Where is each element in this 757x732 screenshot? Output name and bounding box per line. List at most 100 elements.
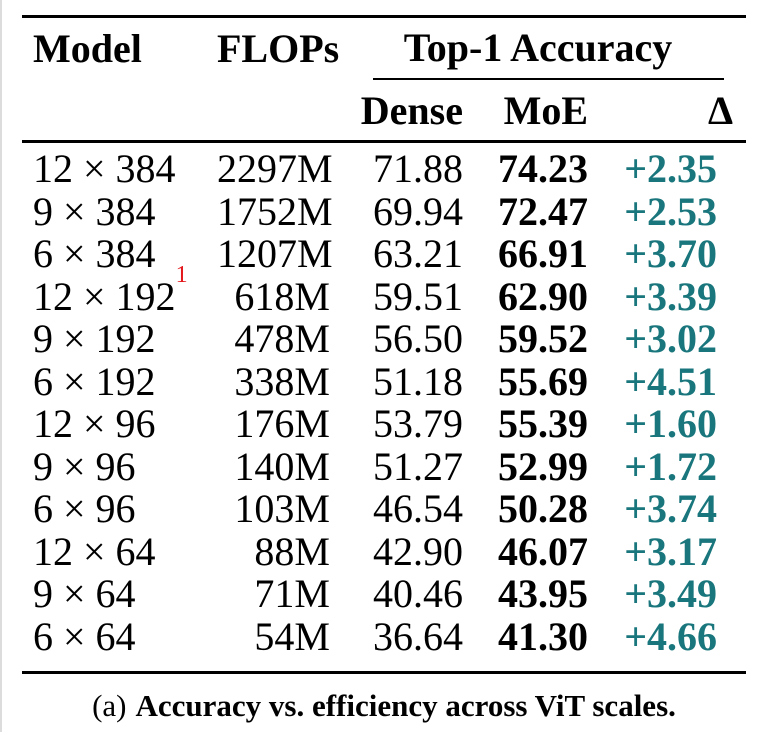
model-value: 6 × 96 <box>33 486 136 531</box>
moe-accuracy-cell: 43.95 <box>498 571 588 616</box>
model-cell: 9 × 384 <box>22 188 217 234</box>
dense-accuracy-cell: 53.79 <box>373 401 463 446</box>
moe-accuracy-cell: 41.30 <box>498 613 588 659</box>
delta-cell: +3.39 <box>624 273 718 319</box>
delta-cell: +2.53 <box>624 188 718 234</box>
flops-cell: 478M <box>234 316 330 361</box>
table-row: 12 × 64 88M 42.90 46.07 +3.17 <box>22 528 746 574</box>
top1-accuracy-label: Top-1 Accuracy <box>403 25 673 70</box>
results-table: Model FLOPs Top-1 Accuracy Dense MoE Δ 1… <box>22 15 747 674</box>
model-value: 9 × 384 <box>33 188 156 234</box>
model-cell: 9 × 64 <box>22 571 217 616</box>
delta-cell: +3.74 <box>624 486 718 531</box>
delta-cell: +3.49 <box>624 571 718 616</box>
caption-tag: (a) <box>92 688 127 723</box>
col-header-flops: FLOPs <box>217 26 340 71</box>
model-cell: 6 × 192 <box>22 358 217 404</box>
footnote-marker: 1 <box>175 261 188 288</box>
flops-cell: 618M <box>234 273 330 319</box>
model-cell: 12 × 64 <box>22 528 217 574</box>
col-header-delta: Δ <box>707 87 734 133</box>
caption-text: Accuracy vs. efficiency across ViT scale… <box>135 688 676 723</box>
delta-cell: +1.72 <box>624 443 718 489</box>
model-cell: 6 × 384 <box>22 231 217 276</box>
col-header-top1-accuracy: Top-1 Accuracy <box>330 17 746 80</box>
table-caption: (a) Accuracy vs. efficiency across ViT sc… <box>22 686 746 726</box>
moe-accuracy-cell: 55.69 <box>498 358 588 404</box>
dense-accuracy-cell: 51.27 <box>373 443 463 489</box>
dense-accuracy-cell: 42.90 <box>373 528 463 574</box>
flops-cell: 140M <box>234 443 330 489</box>
table-row: 12 × 96 176M 53.79 55.39 +1.60 <box>22 401 746 446</box>
delta-cell: +2.35 <box>624 146 718 191</box>
model-value: 12 × 96 <box>33 401 156 446</box>
flops-cell: 71M <box>254 571 330 616</box>
model-cell: 9 × 192 <box>22 316 217 361</box>
dense-accuracy-cell: 69.94 <box>373 188 463 234</box>
delta-cell: +4.51 <box>624 358 718 404</box>
moe-accuracy-cell: 62.90 <box>498 273 588 319</box>
flops-cell: 2297M <box>217 146 333 191</box>
moe-accuracy-cell: 59.52 <box>498 316 588 361</box>
flops-cell: 1752M <box>217 188 333 234</box>
header-row-sub: Dense MoE Δ <box>22 80 746 142</box>
dense-accuracy-cell: 36.64 <box>373 613 463 659</box>
col-header-moe: MoE <box>503 87 588 133</box>
dense-accuracy-cell: 71.88 <box>373 146 463 191</box>
flops-cell: 88M <box>254 528 330 574</box>
dense-accuracy-cell: 63.21 <box>373 231 463 276</box>
model-cell: 12 × 384 <box>22 142 217 191</box>
dense-accuracy-cell: 46.54 <box>373 486 463 531</box>
table-row: 6 × 96 103M 46.54 50.28 +3.74 <box>22 486 746 531</box>
table-body: 12 × 384 2297M 71.88 74.23 +2.35 9 × 384… <box>22 142 746 673</box>
model-value: 6 × 384 <box>33 231 156 276</box>
flops-cell: 176M <box>234 401 330 446</box>
moe-accuracy-cell: 72.47 <box>498 188 588 234</box>
table-row: 9 × 384 1752M 69.94 72.47 +2.53 <box>22 188 746 234</box>
flops-cell: 54M <box>254 613 330 659</box>
model-cell: 6 × 64 <box>22 613 217 673</box>
table-row: 9 × 96 140M 51.27 52.99 +1.72 <box>22 443 746 489</box>
table-row: 6 × 192 338M 51.18 55.69 +4.51 <box>22 358 746 404</box>
cmidrule <box>373 78 725 80</box>
table-row: 12 × 384 2297M 71.88 74.23 +2.35 <box>22 142 746 191</box>
table-row: 9 × 64 71M 40.46 43.95 +3.49 <box>22 571 746 616</box>
moe-accuracy-cell: 66.91 <box>498 231 588 276</box>
model-cell: 6 × 96 <box>22 486 217 531</box>
model-value: 6 × 64 <box>33 613 136 659</box>
model-cell: 9 × 96 <box>22 443 217 489</box>
moe-accuracy-cell: 52.99 <box>498 443 588 489</box>
moe-accuracy-cell: 46.07 <box>498 528 588 574</box>
model-value: 12 × 64 <box>33 528 156 574</box>
flops-cell: 338M <box>234 358 330 404</box>
delta-cell: +3.17 <box>624 528 718 574</box>
col-header-model: Model <box>33 26 142 71</box>
model-value: 12 × 384 <box>33 146 176 191</box>
dense-accuracy-cell: 51.18 <box>373 358 463 404</box>
col-header-dense: Dense <box>360 87 463 133</box>
moe-accuracy-cell: 50.28 <box>498 486 588 531</box>
model-value: 9 × 64 <box>33 571 136 616</box>
model-value: 9 × 192 <box>33 316 156 361</box>
table-header: Model FLOPs Top-1 Accuracy Dense MoE Δ <box>22 17 747 142</box>
model-value: 6 × 192 <box>33 358 156 404</box>
model-cell: 12 × 1921 <box>22 263 217 319</box>
model-value: 12 × 192 <box>33 273 176 319</box>
model-cell: 12 × 96 <box>22 401 217 446</box>
dense-accuracy-cell: 56.50 <box>373 316 463 361</box>
delta-cell: +3.70 <box>624 231 718 276</box>
delta-cell: +4.66 <box>624 613 718 659</box>
dense-accuracy-cell: 59.51 <box>373 273 463 319</box>
table-row: 9 × 192 478M 56.50 59.52 +3.02 <box>22 316 746 361</box>
flops-cell: 103M <box>234 486 330 531</box>
page-edge-line <box>0 0 2 732</box>
header-row-top: Model FLOPs Top-1 Accuracy <box>22 17 746 80</box>
delta-cell: +1.60 <box>624 401 718 446</box>
moe-accuracy-cell: 55.39 <box>498 401 588 446</box>
dense-accuracy-cell: 40.46 <box>373 571 463 616</box>
model-value: 9 × 96 <box>33 443 136 489</box>
table-row: 6 × 64 54M 36.64 41.30 +4.66 <box>22 613 746 673</box>
delta-cell: +3.02 <box>624 316 718 361</box>
table-row: 6 × 384 1207M 63.21 66.91 +3.70 <box>22 231 746 276</box>
